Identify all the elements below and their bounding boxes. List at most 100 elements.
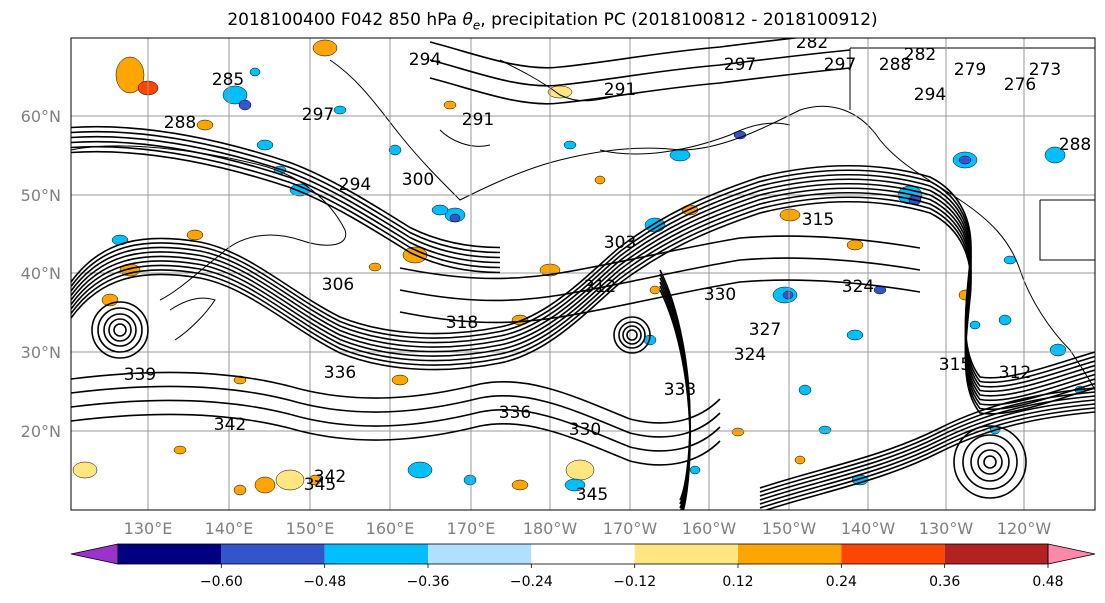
- precip-shade-blob: [254, 476, 276, 494]
- precip-shade-blob: [798, 384, 812, 396]
- precip-shade-blob: [563, 140, 577, 150]
- longitude-labels: 130°E 140°E 150°E 160°E 170°E 180°W 170°W 160°W…: [124, 519, 1052, 538]
- precip-shade-blob: [1044, 146, 1066, 164]
- theta-e-contour: [71, 125, 501, 249]
- latitude-labels: 20°N 30°N 40°N 50°N 60°N: [21, 107, 61, 441]
- colorbar-tick-label: −0.24: [510, 574, 553, 590]
- coastline: [329, 59, 1095, 391]
- theta-e-contour: [763, 411, 1095, 510]
- contour-value-label: 327: [749, 320, 781, 340]
- contour-value-label: 333: [664, 380, 696, 400]
- colorbar-segment: [221, 544, 325, 564]
- contour-value-label: 282: [904, 45, 936, 65]
- precip-shade-blob: [1003, 255, 1017, 265]
- lon-tick-label: 130°W: [919, 519, 974, 538]
- title-prefix: 2018100400 F042 850 hPa: [227, 10, 463, 30]
- contour-value-label: 285: [212, 70, 244, 90]
- precip-shade-blob: [233, 484, 247, 496]
- theta-e-closed-contour: [108, 318, 132, 342]
- theta-e-contour: [399, 257, 921, 302]
- theta-e-contour: [759, 407, 1095, 509]
- precip-shade-blob: [731, 427, 745, 437]
- contour-value-label: 324: [734, 345, 766, 365]
- lon-tick-label: 120°W: [997, 519, 1052, 538]
- title-theta-subscript: e: [472, 18, 481, 33]
- theta-e-contour: [429, 38, 802, 69]
- contour-value-label: 297: [302, 105, 334, 125]
- colorbar-tick-label: −0.48: [303, 574, 346, 590]
- coastline: [169, 297, 216, 341]
- theta-e-contour: [429, 49, 851, 87]
- contour-value-label: 288: [879, 55, 911, 75]
- colorbar-tick-label: 0.24: [826, 574, 857, 590]
- precip-shade-blob: [275, 469, 305, 491]
- precip-shading-layer: [72, 39, 1086, 496]
- theta-e-contour: [71, 140, 501, 264]
- theta-e-closed-contour: [622, 325, 642, 345]
- colorbar-segment: [944, 544, 1048, 564]
- precip-shade-blob: [779, 208, 801, 222]
- contour-value-label: 336: [499, 403, 531, 423]
- precip-shade-blob: [196, 119, 214, 131]
- precip-shade-blob: [186, 229, 204, 241]
- lon-tick-label: 140°E: [205, 519, 254, 538]
- theta-e-contour: [71, 150, 501, 274]
- precip-shade-blob: [173, 445, 187, 455]
- contour-value-label: 342: [314, 467, 346, 487]
- precip-shade-blob: [308, 474, 322, 486]
- precip-shade-blob: [846, 329, 864, 341]
- contour-value-label: 315: [939, 355, 971, 375]
- precip-shade-blob: [547, 85, 573, 99]
- theta-e-closed-contour: [977, 449, 1003, 475]
- contour-value-label: 294: [339, 175, 371, 195]
- lon-tick-label: 150°W: [762, 519, 817, 538]
- theta-e-contour: [71, 135, 501, 259]
- contour-value-label: 339: [124, 365, 156, 385]
- contour-value-label: 297: [724, 55, 756, 75]
- precip-shade-blob: [368, 262, 382, 272]
- contour-value-label: 324: [842, 277, 874, 297]
- theta-e-closed-contour: [953, 425, 1027, 499]
- colorbar-segment: [841, 544, 945, 564]
- colorbar-segment: [118, 544, 222, 564]
- contour-value-label: 291: [462, 110, 494, 130]
- map-frame: [70, 37, 1096, 511]
- theta-e-contour: [399, 235, 921, 280]
- colorbar-tick-label: −0.36: [407, 574, 450, 590]
- coastline: [439, 59, 621, 147]
- precip-shade-blob: [115, 56, 145, 94]
- colorbar-extend-high: [1047, 543, 1096, 565]
- contour-label-layer: 294 297 291 282 285 288 297 291 294 300 306 303 312 3…: [124, 38, 1091, 505]
- colorbar-segment: [428, 544, 532, 564]
- theta-e-contour: [429, 67, 851, 105]
- theta-e-contour: [759, 387, 1095, 489]
- contour-value-label: 342: [214, 415, 246, 435]
- title-suffix: , precipitation PC (2018100812 - 2018100…: [480, 10, 878, 30]
- contour-value-label: 315: [802, 210, 834, 230]
- precip-shade-blob: [511, 479, 529, 491]
- precip-shade-blob: [794, 455, 806, 465]
- lon-tick-label: 140°W: [841, 519, 896, 538]
- lat-tick-label: 40°N: [21, 264, 61, 283]
- colorbar-tick-label: −0.12: [613, 574, 656, 590]
- contour-value-label: 288: [1059, 135, 1091, 155]
- precip-shade-blob: [431, 204, 449, 216]
- theta-e-closed-contour: [983, 455, 997, 469]
- lat-tick-label: 30°N: [21, 343, 61, 362]
- precip-shade-blob: [969, 320, 981, 330]
- theta-e-contour: [759, 395, 1095, 497]
- coastline: [599, 122, 791, 155]
- theta-e-contour: [71, 399, 721, 452]
- contour-value-label: 306: [322, 275, 354, 295]
- colorbar-frame: [117, 543, 1049, 565]
- chart-title: 2018100400 F042 850 hPa θe, precipitatio…: [0, 10, 1105, 32]
- theta-e-closed-contour: [618, 321, 646, 349]
- theta-e-contour: [71, 371, 721, 424]
- precip-shade-blob: [463, 474, 477, 486]
- theta-e-contour: [71, 413, 721, 466]
- precip-shade-blob: [564, 478, 586, 492]
- lon-tick-label: 150°E: [286, 519, 335, 538]
- lon-tick-label: 170°W: [603, 519, 658, 538]
- contour-value-label: 303: [604, 233, 636, 253]
- precip-shade-blob: [256, 139, 274, 151]
